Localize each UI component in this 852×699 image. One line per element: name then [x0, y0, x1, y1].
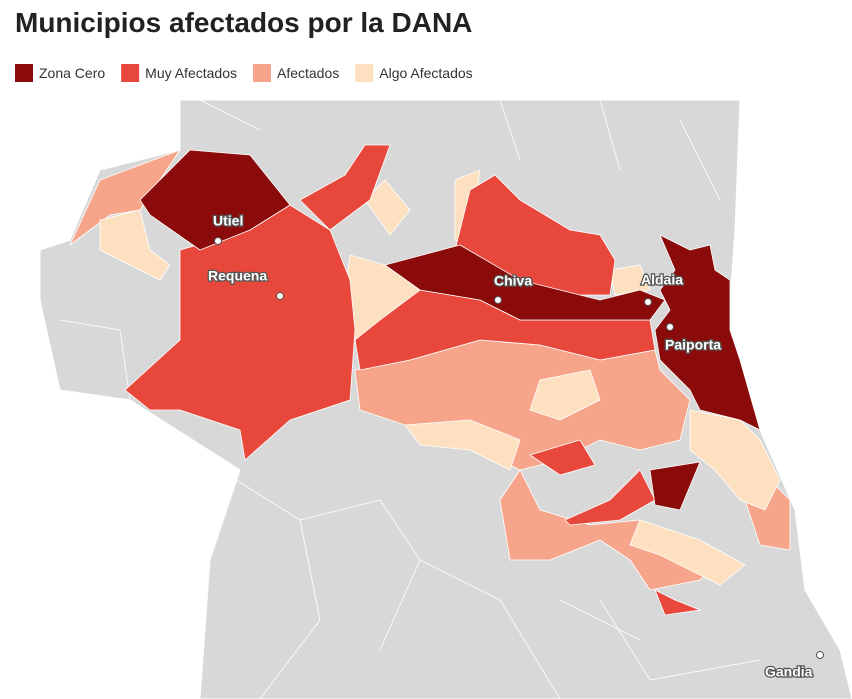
- place-label: Paiporta: [665, 337, 721, 353]
- region: [654, 234, 761, 431]
- legend-swatch: [252, 64, 271, 82]
- region: [654, 589, 701, 616]
- region: [609, 264, 651, 296]
- legend-label: Zona Cero: [39, 65, 105, 81]
- place-dot: [666, 323, 674, 331]
- map: [39, 99, 852, 699]
- place-dot: [644, 298, 652, 306]
- place-label: Requena: [208, 268, 267, 284]
- legend-label: Algo Afectados: [379, 65, 472, 81]
- region: [364, 179, 411, 236]
- region: [689, 409, 781, 511]
- region: [649, 461, 701, 511]
- legend-swatch: [355, 64, 374, 82]
- title: Municipios afectados por la DANA: [15, 7, 472, 38]
- place-dot: [816, 651, 824, 659]
- place-dot: [214, 237, 222, 245]
- place-label: Aldaia: [641, 272, 683, 288]
- legend-swatch: [121, 64, 140, 82]
- place-dot: [276, 292, 284, 300]
- region: [139, 149, 291, 251]
- place-label: Chiva: [494, 273, 532, 289]
- region: [529, 439, 596, 476]
- legend-label: Afectados: [277, 65, 339, 81]
- region: [404, 419, 521, 471]
- region: [529, 369, 601, 421]
- legend: Zona Cero Muy Afectados Afectados Algo Afec…: [15, 64, 473, 82]
- place-dot: [494, 296, 502, 304]
- region: [629, 519, 746, 586]
- boundaries: [59, 99, 761, 699]
- places: Utiel Requena Chiva Aldaia Paiporta Gand…: [207, 211, 824, 681]
- place-label: Utiel: [213, 213, 243, 229]
- legend-label: Muy Afectados: [145, 65, 237, 81]
- region: [99, 209, 171, 281]
- place-label: Gandia: [765, 664, 813, 680]
- boundary-lines: [59, 99, 761, 699]
- region: [384, 244, 666, 321]
- region: [299, 144, 391, 231]
- legend-swatch: [15, 64, 33, 82]
